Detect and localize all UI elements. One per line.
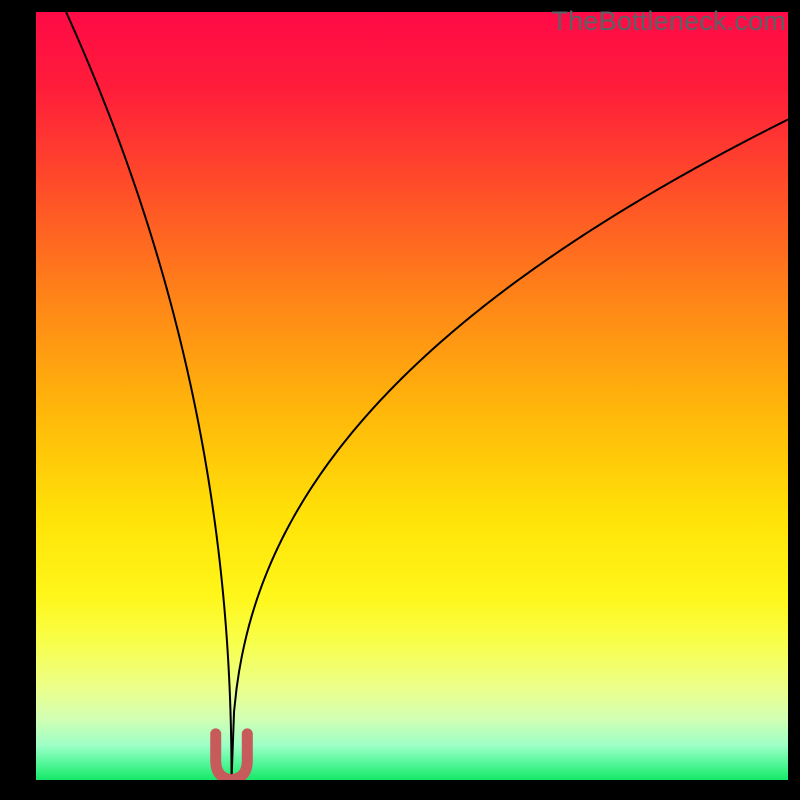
plot-area [36,12,788,780]
frame-right [788,0,800,800]
gradient-background [36,12,788,780]
plot-svg [36,12,788,780]
chart-canvas: TheBottleneck.com [0,0,800,800]
frame-bottom [0,780,800,800]
watermark-text: TheBottleneck.com [551,6,786,37]
frame-left [0,0,36,800]
